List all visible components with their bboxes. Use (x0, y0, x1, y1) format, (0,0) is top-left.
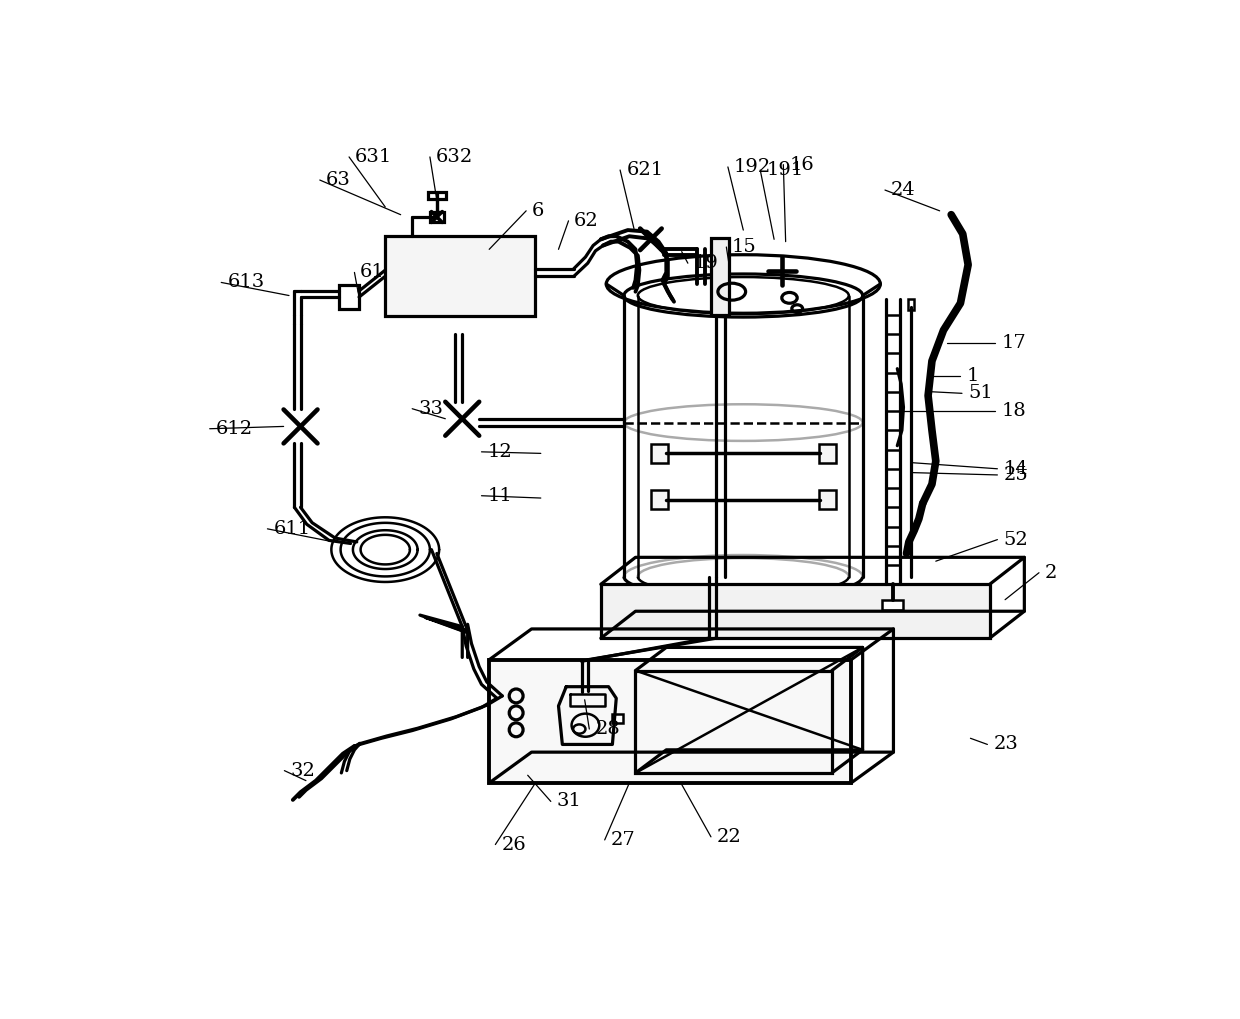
Text: 612: 612 (216, 420, 253, 438)
Text: 16: 16 (790, 156, 815, 173)
Bar (818, 444, 836, 463)
Bar (490, 659, 851, 783)
Text: 12: 12 (487, 443, 512, 461)
Bar (339, 284, 360, 310)
Bar (430, 212, 444, 222)
Text: 192: 192 (734, 158, 771, 176)
Bar (651, 490, 668, 508)
Bar (601, 584, 990, 638)
Text: 24: 24 (892, 181, 916, 199)
Text: 62: 62 (574, 212, 599, 230)
Text: 2: 2 (1045, 564, 1058, 582)
Text: 52: 52 (1003, 531, 1028, 548)
Bar (428, 193, 446, 199)
Text: 632: 632 (435, 148, 472, 166)
Text: 32: 32 (290, 761, 315, 780)
Text: 1: 1 (967, 368, 978, 385)
Bar (386, 236, 536, 316)
Text: 23: 23 (993, 736, 1018, 753)
Text: 27: 27 (611, 830, 636, 849)
Text: 19: 19 (693, 254, 718, 272)
Text: 613: 613 (227, 273, 264, 291)
Text: 31: 31 (557, 793, 582, 810)
Bar (818, 490, 836, 508)
Text: 631: 631 (355, 148, 392, 166)
Text: 14: 14 (1003, 460, 1028, 478)
Text: 26: 26 (501, 836, 526, 854)
Text: 6: 6 (532, 202, 544, 220)
Text: 28: 28 (595, 720, 620, 738)
Text: 51: 51 (968, 384, 993, 403)
Text: 33: 33 (418, 399, 444, 418)
Text: 18: 18 (1001, 403, 1025, 420)
Text: 61: 61 (360, 264, 384, 281)
Text: 611: 611 (274, 520, 311, 538)
Bar (882, 599, 904, 610)
Bar (711, 237, 729, 315)
Text: 22: 22 (717, 827, 742, 846)
Text: 63: 63 (326, 171, 351, 190)
Bar (635, 671, 832, 773)
Text: 25: 25 (1003, 466, 1028, 484)
Bar (651, 444, 668, 463)
Text: 15: 15 (732, 238, 756, 256)
Bar (908, 300, 914, 310)
Bar (613, 713, 624, 722)
Text: 621: 621 (626, 161, 663, 179)
Text: 191: 191 (766, 161, 804, 179)
Text: 17: 17 (1001, 334, 1025, 353)
Text: 11: 11 (487, 487, 512, 504)
